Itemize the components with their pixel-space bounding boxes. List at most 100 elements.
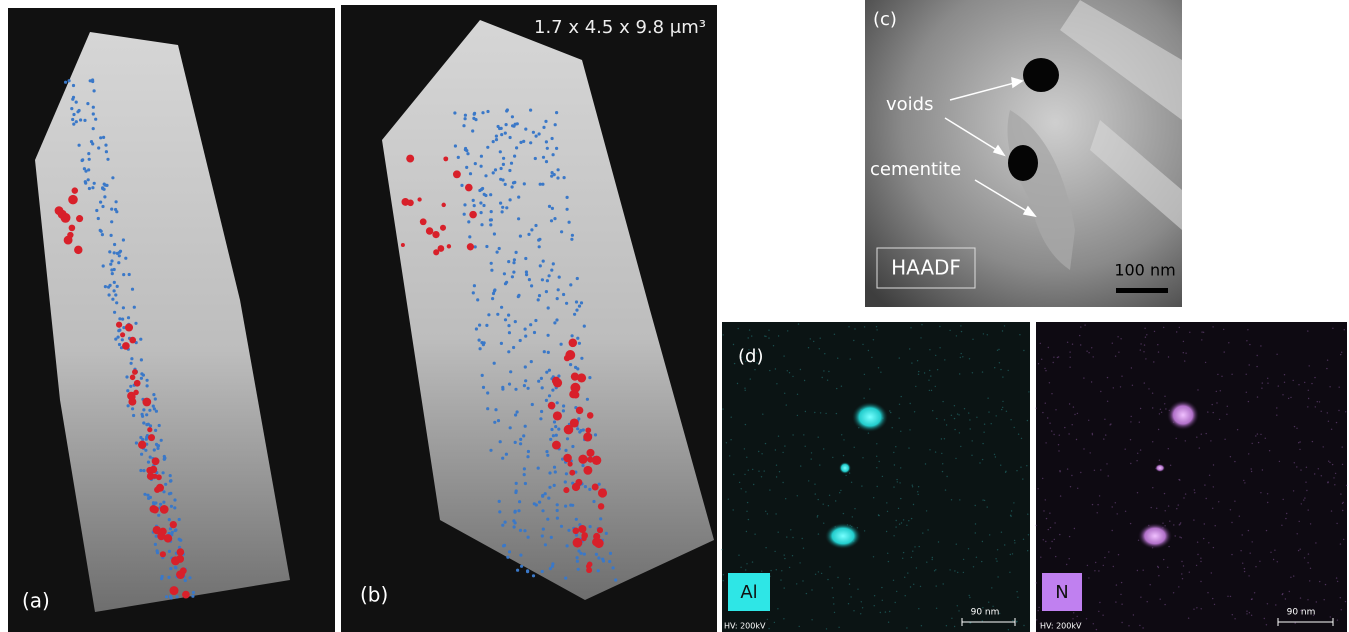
dot: [121, 238, 125, 242]
dot: [463, 113, 467, 117]
dot: [1037, 363, 1040, 365]
dot: [761, 453, 763, 455]
dot: [596, 527, 604, 534]
dot: [1131, 384, 1134, 386]
dot: [1053, 433, 1055, 436]
dot: [872, 556, 875, 558]
dot: [748, 329, 751, 331]
dot: [493, 168, 498, 172]
dot: [102, 135, 106, 139]
dot: [959, 499, 961, 501]
dot: [936, 417, 938, 420]
dot: [969, 428, 971, 430]
dot: [911, 484, 913, 486]
dot: [145, 384, 149, 388]
dot: [1281, 524, 1283, 526]
dot: [956, 605, 958, 607]
dot: [1249, 552, 1251, 554]
dot: [1343, 329, 1346, 331]
dot: [1185, 352, 1187, 354]
dot: [168, 474, 172, 478]
dot: [1249, 343, 1251, 346]
dot: [1224, 438, 1226, 440]
dot: [729, 455, 731, 457]
dot: [537, 238, 541, 242]
dot: [1041, 358, 1043, 360]
dot: [1157, 566, 1160, 569]
dot: [579, 551, 583, 555]
dot: [900, 522, 903, 524]
dot: [171, 556, 180, 566]
dot: [1283, 374, 1286, 376]
dot: [464, 183, 473, 192]
dot: [586, 567, 593, 574]
dot: [832, 456, 834, 459]
dot: [1102, 614, 1104, 616]
dot: [152, 393, 156, 397]
dot: [482, 341, 486, 345]
dot: [474, 327, 478, 331]
dot: [876, 455, 878, 457]
dot: [1207, 411, 1209, 413]
dot: [746, 501, 749, 504]
dot: [129, 384, 133, 388]
dot: [1334, 472, 1337, 475]
dot: [1282, 593, 1284, 595]
dot: [1153, 361, 1155, 363]
dot: [722, 580, 724, 582]
dot: [924, 463, 927, 465]
dot: [835, 500, 837, 502]
dot: [173, 506, 177, 510]
dot: [148, 495, 152, 499]
dot: [500, 305, 504, 309]
dot: [1307, 330, 1309, 332]
dot: [805, 592, 808, 595]
dot: [792, 536, 794, 539]
dot: [126, 404, 130, 408]
dot: [91, 127, 95, 131]
dot: [1266, 603, 1269, 605]
dot: [1071, 474, 1073, 477]
dot: [871, 356, 873, 359]
dot: [154, 534, 158, 538]
dot: [1152, 441, 1154, 443]
dot: [574, 300, 579, 304]
dot: [1264, 437, 1267, 439]
dot: [1027, 534, 1030, 536]
dot: [570, 372, 580, 381]
dot: [563, 424, 574, 435]
dot: [1304, 497, 1306, 499]
dot: [1116, 513, 1118, 515]
dot: [1137, 452, 1139, 454]
dot: [1340, 353, 1342, 356]
dot: [1120, 593, 1122, 596]
dot: [867, 349, 870, 352]
dot: [463, 117, 467, 121]
dot: [1184, 493, 1187, 495]
dot: [460, 183, 464, 187]
dot: [934, 451, 937, 453]
dot: [129, 336, 137, 344]
dot: [1013, 502, 1015, 504]
dot: [579, 301, 584, 305]
dot: [1341, 351, 1343, 353]
dot: [1219, 390, 1222, 392]
dot: [571, 444, 575, 449]
dot: [995, 415, 997, 417]
dot: [823, 370, 825, 372]
dot: [542, 125, 546, 129]
dot: [1139, 624, 1141, 627]
dot: [99, 229, 103, 233]
dot: [991, 587, 993, 589]
dot: [191, 590, 195, 595]
dot: [587, 456, 594, 463]
dot: [1327, 482, 1329, 484]
dot: [777, 608, 779, 610]
dot: [1164, 603, 1166, 606]
dot: [1136, 569, 1139, 572]
dot: [1071, 343, 1074, 345]
dot: [825, 412, 827, 415]
dot: [751, 561, 754, 563]
dot: [549, 437, 553, 441]
dot: [1011, 553, 1014, 555]
